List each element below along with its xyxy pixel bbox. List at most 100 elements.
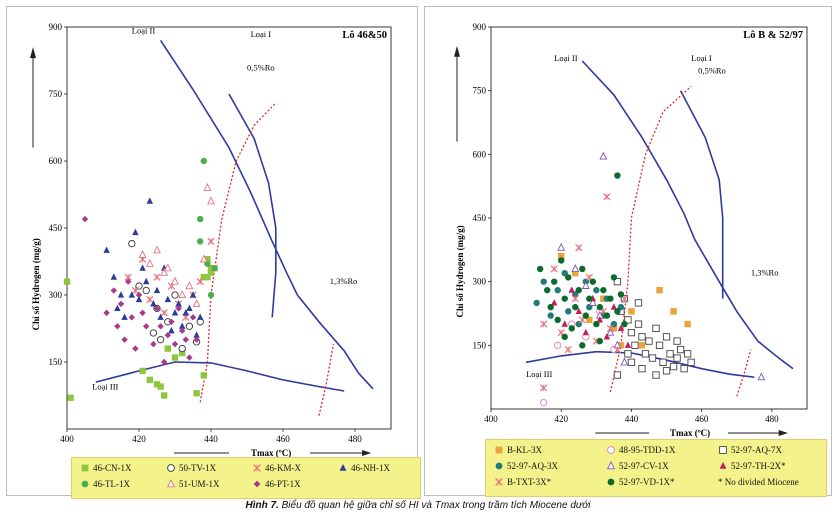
right-legend-label-4: 52-97-CV-1X: [619, 461, 669, 471]
right-s2-point-15: [666, 350, 674, 358]
right-legend-label-0: B-KL-3X: [507, 445, 542, 455]
left-x-axis-label: Tmax (ºC): [251, 448, 291, 458]
right-s7-point-1: [536, 265, 544, 273]
right-s2-point-23: [638, 365, 646, 373]
right-s2-point-17: [673, 337, 681, 345]
right-s2-point-3: [624, 316, 632, 324]
left-s6-point-21: [182, 336, 189, 343]
right-legend-marker-4: [606, 461, 616, 470]
right-s2-point-6: [634, 320, 643, 328]
right-series-0: [558, 253, 691, 349]
left-s6-point-17: [168, 318, 175, 325]
right-s7-point-8: [565, 274, 572, 281]
right-legend-item-6: B-TXT-3X*: [494, 477, 551, 487]
right-ytick-label-4: 750: [473, 86, 487, 96]
left-annotation-1: Loại II: [132, 26, 156, 36]
left-s3-point-2: [114, 304, 121, 311]
left-s0-point-3: [146, 376, 153, 384]
right-legend-item-3: 52-97-AQ-3X: [494, 461, 558, 471]
right-s2-point-5: [631, 341, 639, 349]
left-s6-point-1: [103, 309, 110, 317]
right-legend-label-3: 52-97-AQ-3X: [507, 461, 558, 471]
left-s3-point-13: [157, 313, 164, 320]
left-s1-point-3: [149, 329, 158, 337]
chart-panel-left: Lô 46&50 400 420 440 460 480 150 300 450 600 750 90…: [6, 6, 421, 499]
right-legend-item-0: B-KL-3X: [494, 445, 542, 455]
right-legend-marker-1: [607, 446, 615, 454]
right-s0-point-3: [600, 295, 607, 302]
right-legend-label-2: 52-97-AQ-7X: [731, 445, 782, 455]
left-s5-point-4: [163, 263, 172, 272]
left-legend-marker-0: [81, 464, 89, 472]
right-s3-point-1: [540, 278, 547, 285]
right-curve-type-i: [679, 90, 724, 299]
right-s7-point-3: [547, 303, 554, 311]
left-s0-point-15: [204, 256, 211, 263]
left-s5-point-0: [138, 249, 147, 258]
left-s6-point-7: [128, 314, 135, 321]
right-s2-point-7: [638, 333, 646, 341]
left-title: Lô 46&50: [342, 30, 387, 41]
left-s6-point-6: [125, 278, 132, 285]
left-s2-point-3: [146, 295, 154, 304]
right-legend-marker-6: [495, 478, 503, 486]
left-s4-point-5: [207, 291, 215, 299]
right-s2-point-25: [662, 367, 671, 375]
right-annotation-3: 0,5%Ro: [698, 66, 726, 76]
left-s0-point-0: [63, 278, 71, 285]
right-legend-label-7: 52-97-VD-1X*: [619, 477, 675, 487]
left-s1-point-2: [142, 286, 150, 295]
right-s5-point-3: [575, 307, 582, 314]
right-s0-point-7: [638, 342, 646, 349]
left-s6-point-23: [189, 314, 197, 321]
figure-caption: Hình 7. Biểu đồ quan hệ giữa chỉ số HI v…: [0, 500, 836, 511]
right-xtick-label-1: 420: [554, 414, 568, 424]
left-legend-label-6: 46-PT-1X: [265, 479, 301, 489]
right-s3-point-14: [617, 303, 625, 311]
right-s4-point-1: [557, 242, 566, 251]
right-s7-point-10: [572, 303, 579, 311]
right-s4-point-8: [620, 357, 629, 366]
left-legend-marker-2: [253, 464, 261, 472]
right-legend-item-7: 52-97-VD-1X*: [606, 477, 675, 487]
left-s6-point-9: [135, 291, 143, 299]
left-ytick-label-0: 150: [49, 357, 63, 367]
left-s3-point-15: [164, 295, 171, 303]
right-s2-point-12: [655, 341, 664, 349]
left-s6-point-11: [143, 323, 150, 330]
right-s7-point-23: [617, 291, 625, 298]
left-y-axis-label: Chỉ số Hydrogen (mg/g): [31, 238, 41, 330]
left-s4-point-2: [197, 238, 204, 245]
left-ytick-label-3: 600: [49, 156, 63, 166]
left-legend-label-3: 46-NH-1X: [351, 463, 390, 473]
left-s3-point-5: [128, 291, 135, 298]
right-y-axis-label: Chỉ số Hydrogen (mg/g): [455, 225, 465, 317]
right-s7-point-9: [568, 325, 575, 332]
left-s6-point-5: [121, 336, 128, 343]
right-s7-point-12: [579, 265, 586, 273]
left-s0-point-4: [153, 381, 161, 388]
left-s0-point-14: [207, 269, 215, 276]
left-s3-point-3: [117, 291, 125, 298]
right-ytick-label-2: 450: [473, 213, 487, 223]
left-ytick-label-4: 750: [49, 89, 63, 99]
left-s2-point-10: [196, 277, 204, 286]
right-s6-point-7: [571, 295, 579, 303]
left-legend-symbol-5: [166, 479, 176, 488]
left-curve-boundary: [296, 294, 374, 390]
right-s7-point-11: [575, 286, 582, 294]
right-legend-symbol-3: [495, 462, 503, 470]
left-s0-point-7: [164, 345, 171, 352]
right-s6-point-0: [603, 193, 611, 201]
right-s6-point-4: [550, 265, 558, 273]
right-curve-type-ii: [581, 60, 696, 240]
right-s7-point-6: [558, 257, 565, 264]
left-s2-point-11: [207, 237, 215, 246]
left-s4-point-4: [211, 265, 218, 272]
left-annotation-2: Loại III: [92, 382, 118, 392]
left-s0-point-12: [200, 273, 207, 281]
left-s3-point-10: [146, 197, 153, 204]
left-series-5: [138, 182, 215, 307]
left-s3-point-11: [150, 300, 157, 307]
right-s2-point-16: [669, 362, 678, 371]
